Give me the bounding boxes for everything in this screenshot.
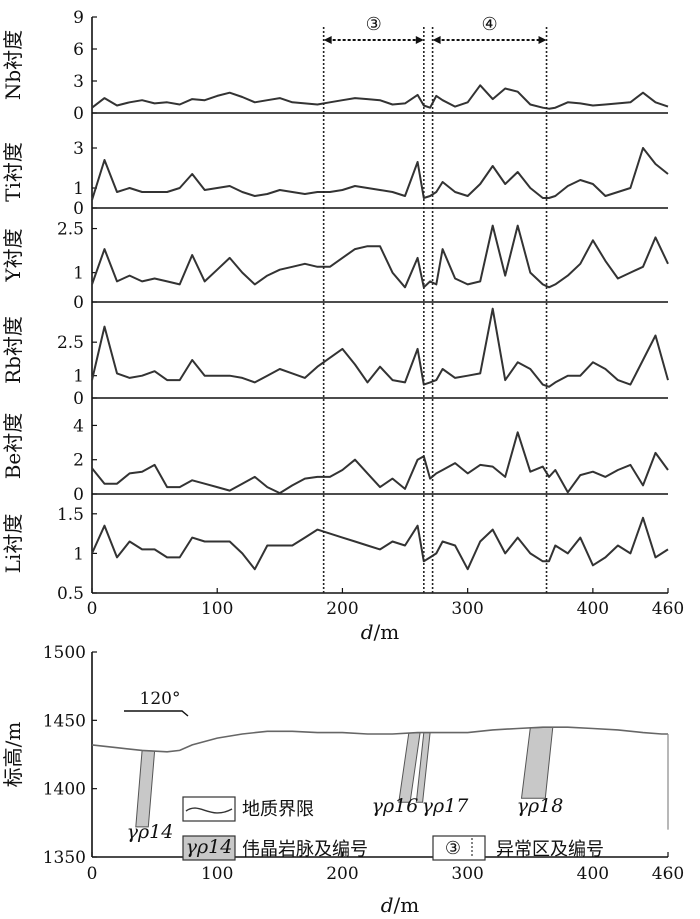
x-tick-label: 300 <box>451 864 483 884</box>
panel-Nb衬度: 0 3 6 9 Nb衬度 <box>1 8 669 124</box>
x-tick-label: 0 <box>87 864 98 884</box>
legend-zone-box <box>432 835 486 861</box>
x-tick-label: 0 <box>87 599 98 619</box>
y-tick-label: 1450 <box>43 711 86 731</box>
legend-zone-label: 异常区及编号 <box>496 839 604 860</box>
y-tick-label: 3 <box>73 139 84 159</box>
legend-dyke-label: 伟晶岩脉及编号 <box>242 839 368 860</box>
panel-Y衬度: 0 1 2.5 Y衬度 <box>1 220 669 313</box>
y-axis-label: Y衬度 <box>1 228 25 282</box>
y-tick-label: 3 <box>73 72 84 92</box>
pegmatite-dyke <box>520 726 554 799</box>
y-tick-label: 1 <box>73 544 84 564</box>
panel-Rb衬度: 01 2.5 Rb衬度 <box>1 307 669 409</box>
pegmatite-dyke <box>135 749 156 828</box>
y-axis-label: Be衬度 <box>1 413 25 480</box>
x-tick-label: 100 <box>201 599 233 619</box>
y-tick-label: 0.5 <box>57 584 84 604</box>
y-tick-label: 0 <box>73 389 84 409</box>
arrow-head-left-icon <box>323 36 332 44</box>
legend-dyke-box <box>182 835 236 861</box>
y-tick-label: 1 <box>73 367 84 387</box>
top-chart: 0369Nb衬度013Ti衬度012.5Y衬度012.5Rb衬度024Be衬度0… <box>1 8 684 644</box>
y-tick-label: 6 <box>73 40 84 60</box>
series-line-Rb衬度 <box>91 307 669 388</box>
pegmatite-dyke <box>398 732 421 803</box>
y-axis-label: 标高/m <box>1 722 25 788</box>
panel-Be衬度: 0 2 4 Be衬度 <box>1 413 669 505</box>
series-line-Li衬度 <box>91 516 669 571</box>
y-axis-label: Li衬度 <box>1 514 25 574</box>
arrow-head-right-icon <box>538 36 547 44</box>
y-tick-label: 1.5 <box>57 505 84 525</box>
y-tick-label: 4 <box>73 416 84 436</box>
direction-label: 120° <box>140 689 181 709</box>
legend-boundary-label: 地质界限 <box>242 799 314 820</box>
direction-arrow-icon <box>124 710 189 717</box>
series-line-Ti衬度 <box>91 147 669 201</box>
y-tick-label: 2.5 <box>57 333 84 353</box>
y-axis-label: Ti衬度 <box>1 142 25 202</box>
y-tick-label: 0 <box>73 104 84 124</box>
y-axis-label: Rb衬度 <box>1 316 25 384</box>
y-tick-label: 1500 <box>43 643 86 663</box>
section-chart: 1350 1400 1450 1500 0 100 200 300 400 460 标高/m d/m 1… <box>1 643 684 917</box>
y-tick-label: 0 <box>73 199 84 219</box>
legend-boundary-icon <box>185 807 233 814</box>
x-tick-label: 400 <box>577 599 609 619</box>
x-tick-label: 300 <box>451 599 483 619</box>
x-tick-label: 200 <box>326 599 358 619</box>
zone-label: ④ <box>481 14 497 35</box>
legend: 地质界限 γρ14 伟晶岩脉及编号 ③ 异常区及编号 <box>182 796 604 861</box>
y-tick-label: 0 <box>73 293 84 313</box>
panel-Li衬度: 0.5 1 1.5 Li衬度 <box>1 505 669 604</box>
dyke-label: γρ14 <box>127 821 174 843</box>
x-axis-label: d/m <box>381 893 420 917</box>
geological-boundary-line <box>91 726 668 753</box>
series-line-Y衬度 <box>91 224 669 289</box>
y-tick-label: 1 <box>73 264 84 284</box>
y-tick-label: 1350 <box>43 848 86 868</box>
x-tick-label: 400 <box>577 864 609 884</box>
y-tick-label: 2 <box>73 451 84 471</box>
legend-dyke-sample: γρ14 <box>186 836 233 858</box>
y-tick-label: 2.5 <box>57 220 84 240</box>
y-tick-label: 9 <box>73 8 84 28</box>
arrow-head-left-icon <box>432 36 441 44</box>
arrow-head-right-icon <box>415 36 424 44</box>
series-line-Be衬度 <box>91 431 669 495</box>
legend-zone-sample: ③ <box>445 838 461 859</box>
y-tick-label: 1400 <box>43 780 86 800</box>
dyke-label: γρ17 <box>422 795 470 817</box>
y-tick-label: 1 <box>73 179 84 199</box>
x-tick-label: 100 <box>201 864 233 884</box>
dyke-label: γρ18 <box>517 795 564 817</box>
zone-label: ③ <box>366 14 382 35</box>
y-axis-label: Nb衬度 <box>1 30 25 100</box>
x-axis-label: d/m <box>361 620 400 644</box>
series-line-Nb衬度 <box>91 84 669 110</box>
dyke-label: γρ16 <box>372 795 419 817</box>
x-tick-label: 460 <box>652 864 684 884</box>
x-tick-label: 200 <box>326 864 358 884</box>
y-tick-label: 0 <box>73 485 84 505</box>
x-tick-label: 460 <box>652 599 684 619</box>
panel-Ti衬度: 01 3 Ti衬度 <box>1 139 669 219</box>
